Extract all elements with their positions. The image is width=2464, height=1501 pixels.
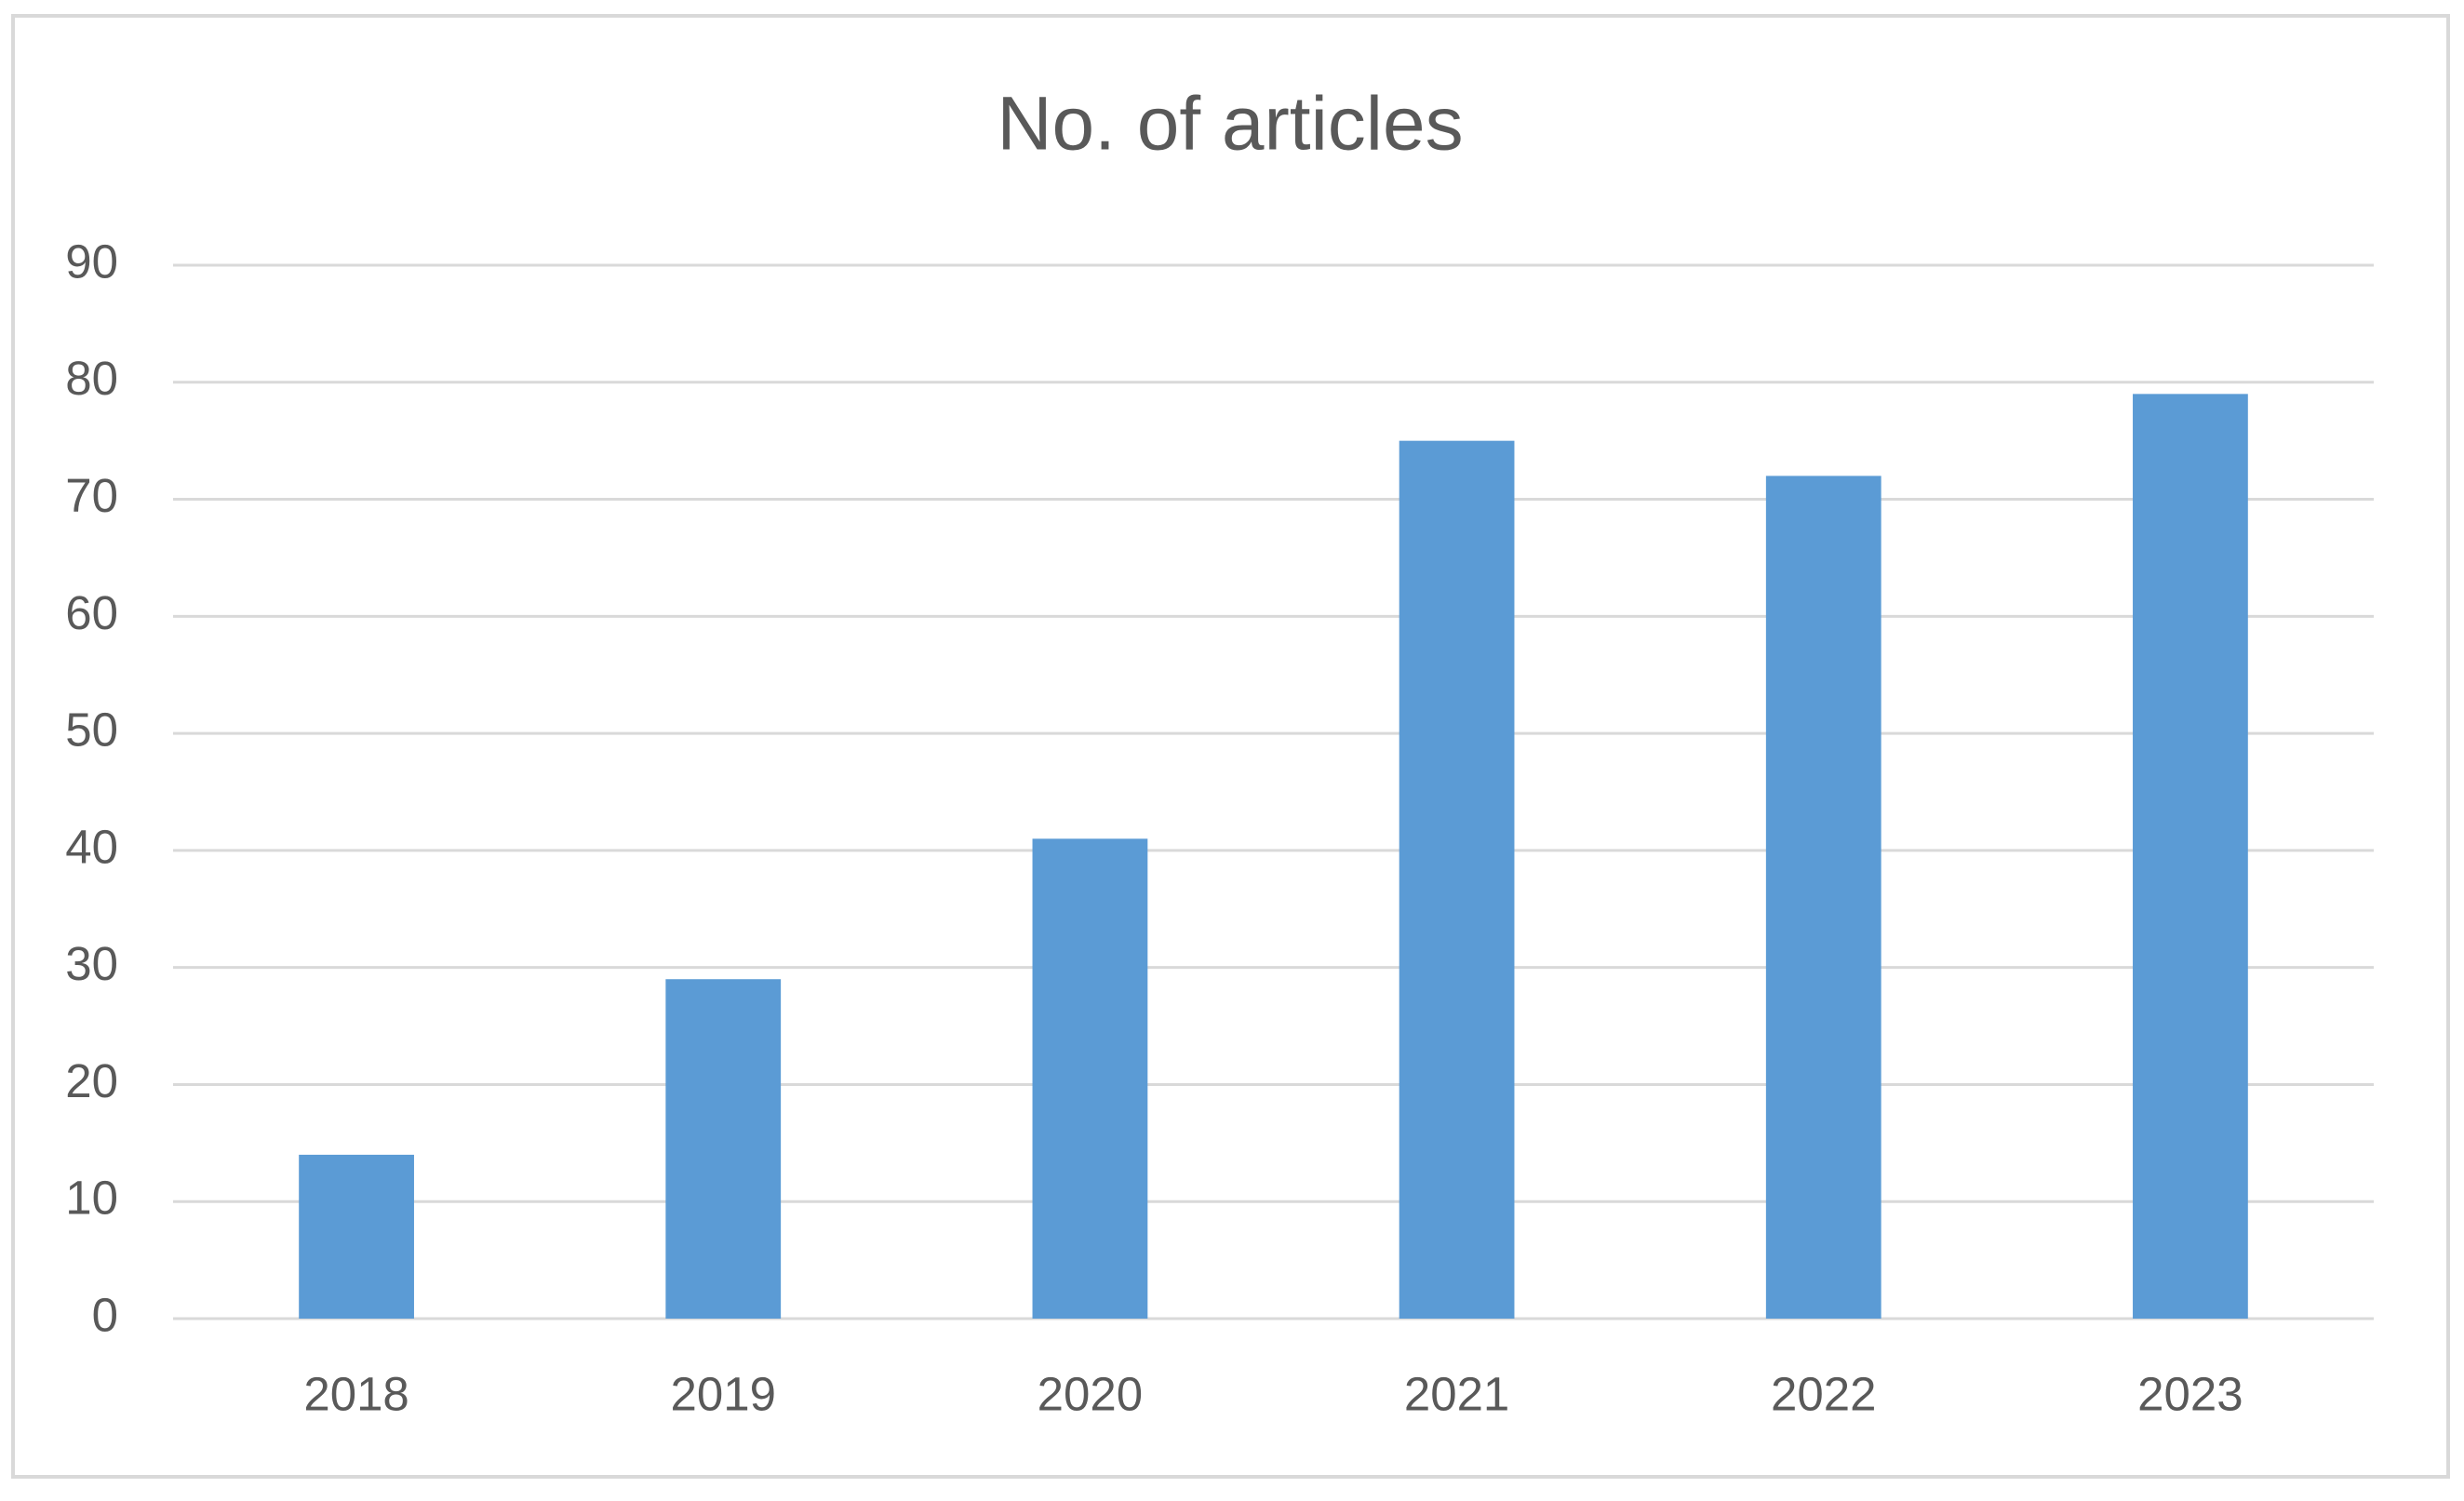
y-tick-label: 60 (65, 586, 118, 639)
x-tick-label: 2022 (1771, 1367, 1876, 1420)
y-tick-label: 50 (65, 704, 118, 757)
y-tick-label: 10 (65, 1172, 118, 1225)
bar (2133, 394, 2248, 1319)
bar (665, 979, 782, 1319)
chart-title: No. of articles (997, 82, 1463, 167)
y-tick-label: 20 (65, 1054, 118, 1107)
x-tick-label: 2018 (303, 1367, 408, 1420)
bar (1399, 440, 1515, 1320)
x-tick-label: 2023 (2137, 1367, 2243, 1420)
y-tick-label: 80 (65, 352, 118, 405)
y-tick-label: 40 (65, 820, 118, 873)
y-tick-label: 70 (65, 469, 118, 522)
y-tick-label: 0 (92, 1288, 118, 1341)
y-tick-label: 90 (65, 235, 118, 288)
x-tick-label: 2021 (1404, 1367, 1509, 1420)
bar (299, 1154, 414, 1319)
y-tick-label: 30 (65, 937, 118, 990)
chart-border (11, 14, 2450, 1479)
bar (1032, 838, 1148, 1319)
x-tick-label: 2020 (1038, 1367, 1143, 1420)
bar (1765, 476, 1881, 1319)
x-tick-label: 2019 (671, 1367, 776, 1420)
